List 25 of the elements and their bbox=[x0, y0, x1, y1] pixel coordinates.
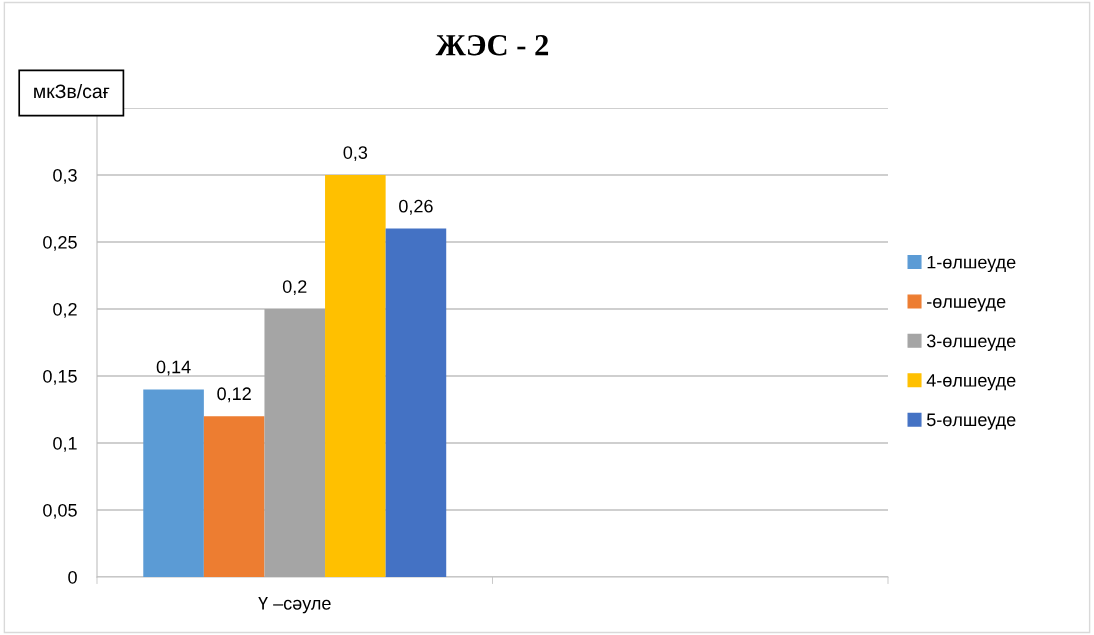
data-label: 0,12 bbox=[217, 387, 251, 403]
bar bbox=[325, 175, 386, 577]
bar bbox=[264, 309, 326, 577]
chart-title: ЖЭС - 2 bbox=[435, 34, 549, 56]
bar bbox=[203, 416, 265, 577]
y-tick-label: 0,05 bbox=[43, 503, 77, 519]
bar bbox=[385, 228, 447, 577]
bar bbox=[143, 389, 204, 577]
y-tick-label: 0,2 bbox=[53, 302, 77, 318]
y-axis-title: мкЗв/сағ bbox=[34, 83, 110, 99]
legend-label: 5-өлшеуде bbox=[926, 413, 1016, 430]
data-label: 0,3 bbox=[343, 146, 368, 162]
y-tick-label: 0,25 bbox=[43, 235, 77, 251]
y-tick-label: 0,3 bbox=[53, 168, 77, 184]
y-tick-label: 0 bbox=[68, 570, 77, 584]
data-label: 0,2 bbox=[282, 280, 307, 296]
legend-label: 4-өлшеуде bbox=[926, 374, 1016, 391]
data-label: 0,14 bbox=[156, 360, 191, 376]
x-tick-label: Ү –сәуле bbox=[258, 597, 331, 614]
data-label: 0,26 bbox=[399, 199, 433, 215]
legend-label: 3-өлшеуде bbox=[926, 334, 1016, 351]
legend-label: 1-өлшеуде bbox=[927, 255, 1016, 273]
legend-label: -өлшеуде bbox=[927, 298, 1006, 312]
y-tick-label: 0,15 bbox=[43, 369, 77, 385]
y-tick-label: 0,1 bbox=[53, 436, 77, 452]
